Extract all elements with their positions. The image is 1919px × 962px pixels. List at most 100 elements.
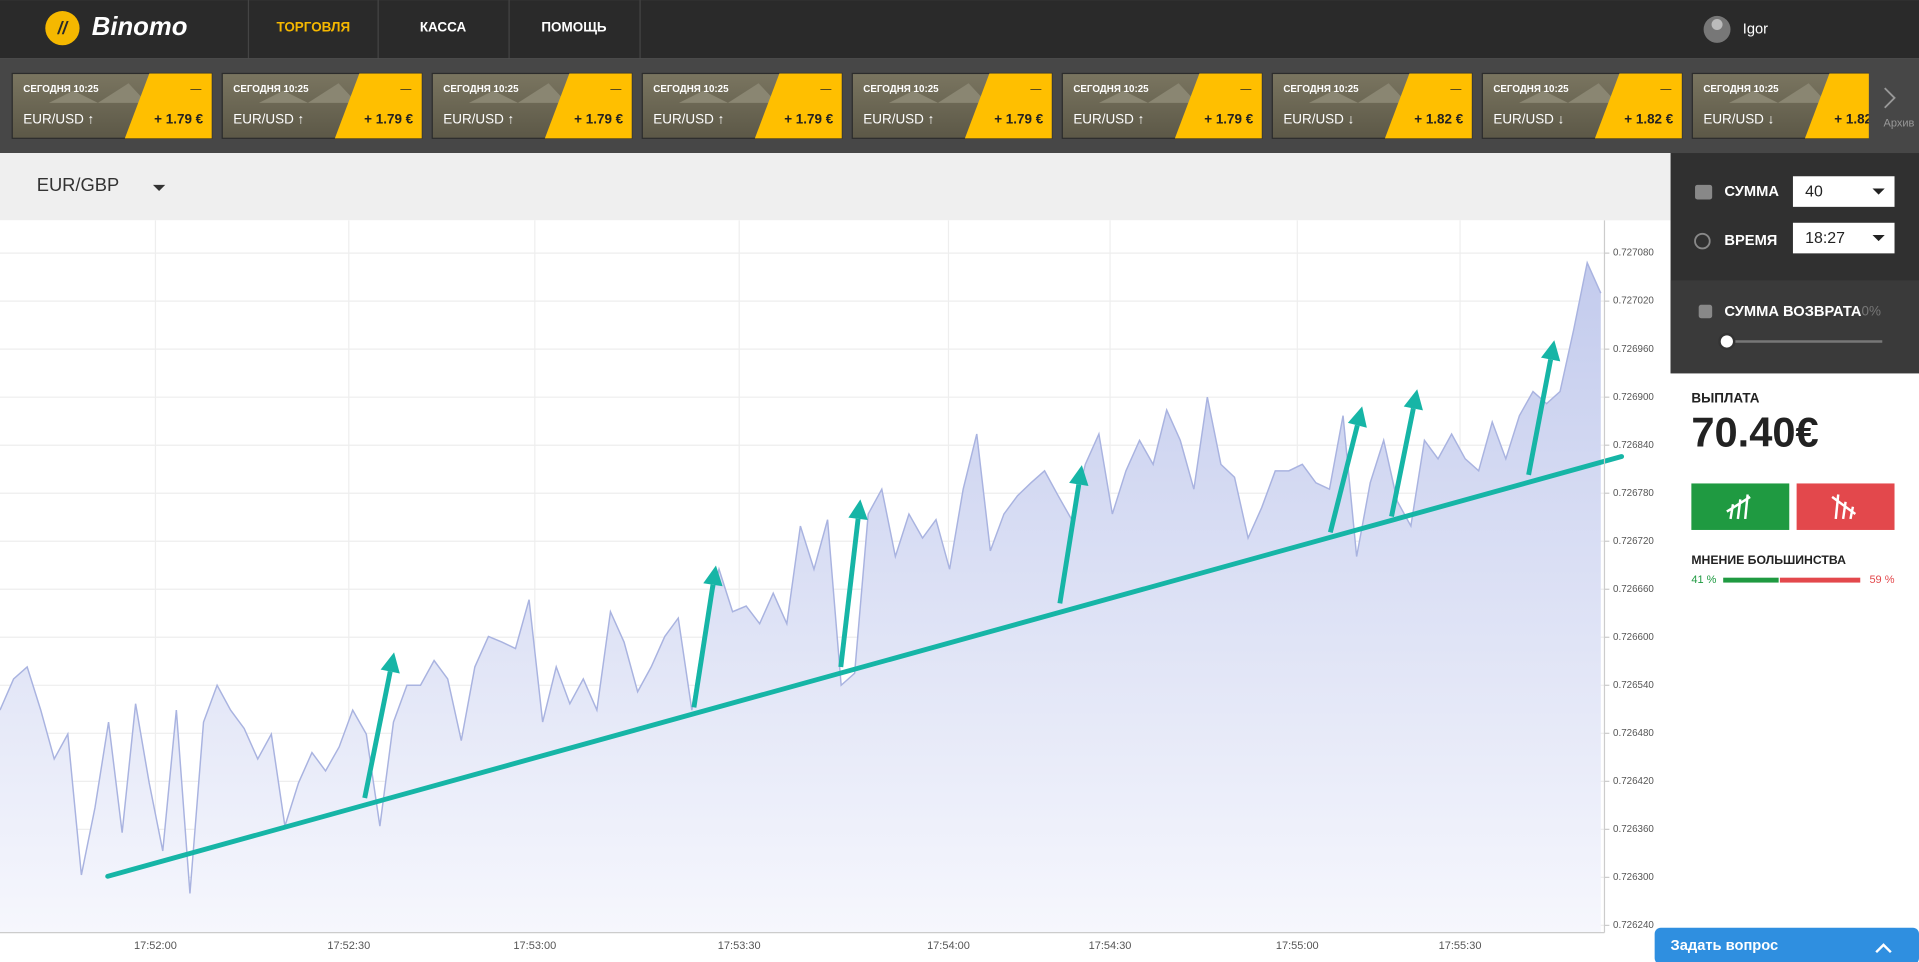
ticker-payout: + 1.79 € [154, 112, 204, 127]
ticker-payout-bg [964, 73, 1052, 139]
time-label: ВРЕМЯ [1724, 233, 1777, 249]
time-dropdown[interactable] [1872, 235, 1885, 242]
annotation-arrow [1526, 359, 1554, 476]
ticker-status: — [1450, 83, 1461, 95]
ticker-pair: EUR/USD ↑ [233, 112, 304, 127]
ticker-card[interactable]: СЕГОДНЯ 10:25—EUR/USD ↓+ 1.82 € [1691, 72, 1891, 139]
x-tick-label: 17:52:00 [134, 940, 177, 952]
ticker-time: СЕГОДНЯ 10:25 [863, 84, 939, 95]
ticker-card[interactable]: СЕГОДНЯ 10:25 — EUR/USD ↑ + 1.79 € [431, 72, 633, 139]
ticker-payout-bg [1804, 73, 1869, 139]
ticker-payout: + 1.82 € [1834, 112, 1884, 127]
refund-slider-handle[interactable] [1718, 332, 1736, 351]
majority-bar [1723, 577, 1861, 583]
ticker-pair: EUR/USD ↑ [443, 112, 514, 127]
y-tick-label: 0.726300 [1613, 872, 1654, 883]
ticker-sparkline [1729, 83, 1827, 103]
amount-label: СУММА [1724, 184, 1779, 200]
x-tick-label: 17:53:00 [513, 940, 556, 952]
header-bar [0, 0, 1919, 59]
ticker-payout-bg [124, 73, 212, 139]
user-name[interactable]: Igor [1743, 21, 1768, 37]
ticker-card[interactable]: СЕГОДНЯ 10:25 — EUR/USD ↑ + 1.79 € [11, 72, 213, 139]
ticker-card[interactable]: СЕГОДНЯ 10:25 — EUR/USD ↑ + 1.79 € [641, 72, 843, 139]
ticker-status: — [820, 83, 831, 95]
price-area [0, 262, 1601, 933]
asset-dropdown[interactable] [152, 184, 166, 191]
amount-value: 40 [1805, 183, 1823, 200]
annotation-arrow [1327, 424, 1360, 534]
ticker-sparkline [48, 83, 147, 103]
refund-icon [1698, 304, 1713, 319]
y-tick-label: 0.726960 [1613, 344, 1654, 355]
ticker-card[interactable]: СЕГОДНЯ 10:25 — EUR/USD ↑ + 1.79 € [851, 72, 1053, 139]
trend-line [105, 454, 1625, 879]
ticker-status: — [1030, 83, 1041, 95]
ticker-sparkline [889, 83, 987, 103]
ticker-pair: EUR/USD ↑ [1073, 112, 1144, 127]
y-tick-label: 0.726480 [1613, 728, 1654, 739]
annotation-arrow [1057, 484, 1082, 604]
ticker-next[interactable] [1884, 87, 1896, 109]
ticker-pair: EUR/USD ↓ [1493, 112, 1564, 127]
ticker-card[interactable]: СЕГОДНЯ 10:25—EUR/USD ↓+ 1.82 € [1271, 72, 1473, 139]
chat-tab[interactable] [1654, 927, 1919, 962]
ticker-card[interactable]: СЕГОДНЯ 10:25 — EUR/USD ↑ + 1.79 € [1061, 72, 1263, 139]
ticker-list: СЕГОДНЯ 10:25 — EUR/USD ↑ + 1.79 € СЕГОДНЯ 1… [11, 72, 1891, 139]
ticker-payout: + 1.79 € [994, 112, 1044, 127]
y-tick-label: 0.726780 [1613, 488, 1654, 499]
y-tick-label: 0.727020 [1613, 296, 1654, 307]
ticker-pair: EUR/USD ↓ [1703, 112, 1774, 127]
ticker-payout-bg [334, 73, 422, 139]
y-tick-label: 0.726360 [1613, 824, 1654, 835]
chat-toggle[interactable] [1875, 943, 1892, 954]
nav-item[interactable]: ПОМОЩЬ [541, 20, 607, 35]
price-line [0, 260, 1602, 894]
ticker-pair: EUR/USD ↑ [653, 112, 724, 127]
ticker-payout: + 1.79 € [364, 112, 414, 127]
annotation-arrow [362, 671, 393, 799]
chat-label[interactable]: Задать вопрос [1671, 938, 1779, 954]
amount-dropdown[interactable] [1872, 188, 1885, 195]
y-tick-label: 0.726540 [1613, 680, 1654, 691]
ticker-pair: EUR/USD ↓ [1283, 112, 1354, 127]
ticker-status: — [610, 83, 621, 95]
ticker-card[interactable]: СЕГОДНЯ 10:25—EUR/USD ↓+ 1.82 € [1481, 72, 1683, 139]
ticker-status: — [190, 83, 201, 95]
payout-label: ВЫПЛАТА [1691, 391, 1759, 406]
time-icon [1694, 232, 1711, 250]
nav-item[interactable]: КАССА [420, 20, 467, 35]
refund-value: 0% [1861, 304, 1880, 319]
nav-item[interactable]: ТОРГОВЛЯ [276, 20, 350, 35]
ticker-payout-bg [1594, 73, 1682, 139]
ticker-payout: + 1.79 € [574, 112, 624, 127]
archive-link[interactable]: Архив [1884, 118, 1915, 130]
logo[interactable]: Binomo [92, 13, 188, 41]
annotation-arrow-head [1541, 340, 1561, 362]
ticker-time: СЕГОДНЯ 10:25 [653, 84, 729, 95]
y-tick-label: 0.727080 [1613, 248, 1654, 259]
x-tick-label: 17:55:00 [1276, 940, 1319, 952]
ticker-time: СЕГОДНЯ 10:25 [1493, 84, 1569, 95]
x-tick-label: 17:53:30 [718, 940, 761, 952]
ticker-time: СЕГОДНЯ 10:25 [1283, 84, 1359, 95]
y-tick-label: 0.726900 [1613, 392, 1654, 403]
ticker-sparkline [1099, 83, 1197, 103]
ticker-pair: EUR/USD ↑ [863, 112, 934, 127]
ticker-payout: + 1.82 € [1624, 112, 1674, 127]
y-tick-label: 0.726660 [1613, 584, 1654, 595]
ticker-status: — [400, 83, 411, 95]
x-tick-label: 17:54:00 [927, 940, 970, 952]
ticker-card[interactable]: СЕГОДНЯ 10:25 — EUR/USD ↑ + 1.79 € [221, 72, 423, 139]
annotation-arrow-head [380, 652, 400, 674]
call-icon [1726, 494, 1751, 520]
majority-segment [1723, 577, 1779, 583]
y-tick-label: 0.726840 [1613, 440, 1654, 451]
time-value: 18:27 [1805, 230, 1845, 247]
ticker-payout-bg [544, 73, 632, 139]
majority-up-label: 41 % [1691, 574, 1716, 586]
chart-header [0, 153, 1671, 221]
annotation-arrow [691, 584, 716, 708]
asset-title[interactable]: EUR/GBP [37, 174, 120, 195]
